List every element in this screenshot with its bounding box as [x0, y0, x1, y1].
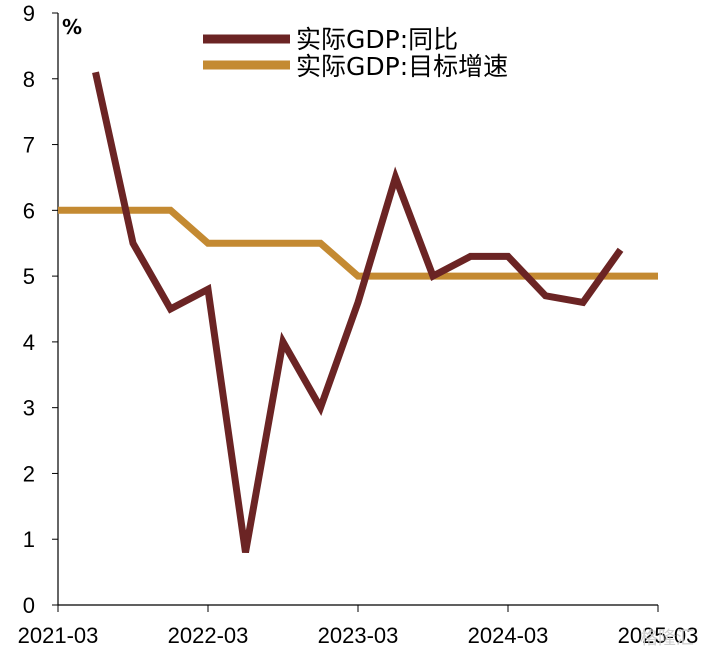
series-layer: [58, 71, 658, 554]
legend-label-yoy: 实际GDP:同比: [296, 25, 458, 54]
y-tick-label: 1: [23, 527, 35, 552]
series-line-yoy: [92, 71, 624, 554]
x-tick-label: 2021-03: [18, 623, 99, 648]
axes: 0 1 2 3 4 5 6 7 8 9 2021-03 2022-03 2023-03 2024-03 20…: [18, 1, 699, 648]
y-tick-label: 4: [23, 330, 35, 355]
watermark: 格隆汇: [640, 628, 694, 649]
y-tick-label: 2: [23, 461, 35, 486]
y-tick-label: 9: [23, 1, 35, 26]
x-tick-label: 2022-03: [168, 623, 249, 648]
legend-label-target: 实际GDP:目标增速: [296, 52, 508, 81]
y-tick-label: 3: [23, 396, 35, 421]
x-tick-label: 2024-03: [468, 623, 549, 648]
series-line-target: [58, 206, 658, 280]
y-tick-label: 6: [23, 198, 35, 223]
y-unit-label: %: [62, 15, 82, 39]
y-tick-label: 5: [23, 264, 35, 289]
y-tick-label: 0: [23, 593, 35, 618]
y-tick-label: 7: [23, 133, 35, 158]
y-tick-label: 8: [23, 67, 35, 92]
legend: 实际GDP:同比 实际GDP:目标增速: [203, 25, 508, 81]
x-tick-label: 2023-03: [318, 623, 399, 648]
x-tick-label: 2025-03: [618, 623, 699, 648]
